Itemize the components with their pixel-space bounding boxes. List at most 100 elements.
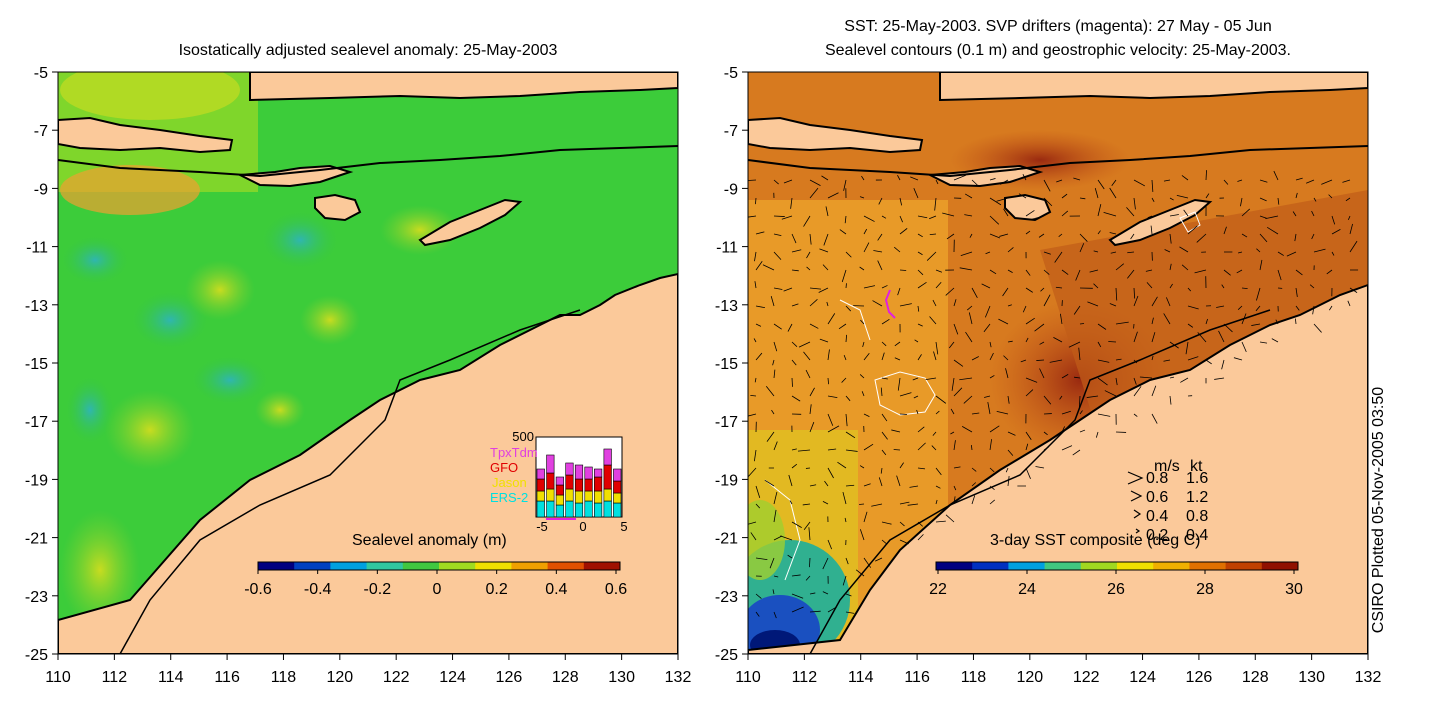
velocity-arrow bbox=[762, 264, 775, 271]
velocity-arrow bbox=[878, 477, 883, 487]
sst-colorbar-label: 3-day SST composite (deg C) bbox=[990, 532, 1201, 549]
velocity-arrow bbox=[881, 449, 887, 456]
velocity-arrow bbox=[953, 496, 956, 505]
velocity-arrow bbox=[1115, 263, 1125, 271]
velocity-arrow bbox=[1007, 304, 1012, 307]
velocity-arrow bbox=[791, 574, 801, 577]
velocity-arrow bbox=[839, 229, 847, 235]
velocity-arrow bbox=[791, 593, 804, 599]
colorbar-segment bbox=[439, 562, 476, 570]
velocity-arrow bbox=[1241, 233, 1248, 238]
sealevel-colorbar: -0.6 -0.4 -0.2 0 0.2 0.4 0.6 bbox=[244, 561, 627, 598]
velocity-arrow bbox=[1240, 197, 1243, 207]
velocity-arrow bbox=[827, 349, 830, 361]
velocity-arrow bbox=[1267, 226, 1279, 235]
velocity-arrow bbox=[827, 425, 840, 433]
velocity-arrow bbox=[1237, 251, 1243, 254]
velocity-arrow bbox=[996, 410, 1009, 415]
velocity-arrow bbox=[935, 485, 941, 489]
colorbar-segment bbox=[402, 562, 440, 570]
colorbar-segment bbox=[294, 562, 331, 570]
velocity-arrow bbox=[881, 539, 888, 545]
velocity-arrow bbox=[1241, 208, 1251, 217]
velocity-arrow bbox=[827, 377, 829, 385]
velocity-arrow bbox=[1312, 305, 1315, 315]
velocity-arrow bbox=[907, 503, 919, 506]
velocity-arrow bbox=[971, 179, 979, 186]
velocity-arrow bbox=[881, 285, 888, 289]
velocity-arrow bbox=[1169, 197, 1174, 201]
velocity-arrow bbox=[809, 287, 822, 290]
velocity-arrow bbox=[859, 529, 865, 541]
velocity-arrow bbox=[917, 426, 925, 433]
velocity-arrow bbox=[863, 242, 870, 253]
velocity-arrow bbox=[1259, 259, 1263, 271]
velocity-arrow bbox=[1311, 210, 1315, 217]
speed-legend-header-ms: m/s bbox=[1154, 458, 1180, 475]
velocity-arrow bbox=[841, 269, 847, 283]
velocity-arrow bbox=[755, 305, 765, 309]
colorbar-segment bbox=[1080, 562, 1118, 570]
velocity-arrow bbox=[862, 341, 865, 348]
velocity-arrow bbox=[1072, 449, 1081, 456]
velocity-arrow bbox=[791, 395, 801, 402]
velocity-arrow bbox=[1007, 431, 1016, 436]
velocity-arrow bbox=[1073, 305, 1081, 315]
velocity-arrow bbox=[818, 287, 829, 293]
velocity-arrow bbox=[871, 503, 883, 507]
velocity-arrow bbox=[1049, 359, 1063, 363]
velocity-arrow bbox=[1187, 287, 1192, 292]
velocity-arrow bbox=[809, 610, 821, 613]
histogram-bar-gfo bbox=[613, 480, 622, 494]
colorbar-segment bbox=[1117, 562, 1154, 570]
velocity-arrow bbox=[773, 179, 779, 185]
velocity-arrow bbox=[1329, 305, 1333, 311]
velocity-arrow bbox=[959, 267, 973, 271]
velocity-arrow bbox=[791, 359, 797, 366]
lon-tick-label: 124 bbox=[1129, 669, 1156, 686]
velocity-arrow bbox=[935, 282, 942, 289]
velocity-arrow bbox=[826, 301, 829, 307]
velocity-arrow bbox=[773, 509, 777, 523]
velocity-arrow bbox=[1059, 395, 1063, 400]
velocity-arrow bbox=[1097, 377, 1108, 386]
velocity-arrow bbox=[881, 341, 887, 347]
velocity-arrow bbox=[1176, 194, 1189, 199]
velocity-arrow bbox=[1109, 187, 1117, 199]
velocity-arrow bbox=[971, 287, 978, 298]
velocity-arrow bbox=[1277, 269, 1282, 281]
velocity-arrow bbox=[1205, 170, 1207, 181]
speed-legend-ms-value: 0.4 bbox=[1146, 508, 1169, 525]
velocity-arrow bbox=[803, 215, 811, 227]
velocity-arrow bbox=[989, 215, 1000, 225]
velocity-arrow bbox=[805, 369, 811, 379]
colorbar-tick-label: -0.4 bbox=[304, 581, 332, 598]
lon-tick-label: 116 bbox=[214, 669, 240, 686]
velocity-arrow bbox=[845, 593, 852, 597]
velocity-arrow bbox=[872, 300, 883, 307]
velocity-arrow bbox=[897, 175, 901, 181]
velocity-arrow bbox=[809, 404, 812, 415]
velocity-arrow bbox=[960, 251, 973, 257]
velocity-arrow bbox=[748, 467, 757, 477]
velocity-arrow bbox=[1349, 287, 1358, 293]
velocity-arrow bbox=[894, 246, 901, 253]
lat-tick-label: -23 bbox=[715, 589, 738, 606]
velocity-arrow bbox=[953, 440, 956, 451]
velocity-arrow bbox=[971, 356, 979, 361]
velocity-arrow bbox=[1286, 251, 1297, 257]
velocity-arrow bbox=[788, 474, 793, 487]
velocity-arrow bbox=[806, 266, 811, 271]
velocity-arrow bbox=[863, 353, 870, 361]
geostrophic-velocity-vectors bbox=[748, 170, 1359, 619]
velocity-arrow bbox=[1097, 341, 1102, 348]
velocity-arrow bbox=[1103, 212, 1117, 217]
velocity-arrow bbox=[773, 535, 783, 541]
velocity-arrow bbox=[1040, 287, 1045, 292]
velocity-arrow bbox=[987, 401, 991, 415]
velocity-arrow bbox=[1163, 313, 1171, 325]
velocity-arrow bbox=[841, 377, 847, 383]
velocity-arrow bbox=[808, 527, 811, 541]
velocity-arrow bbox=[755, 231, 765, 235]
colorbar-segment bbox=[1225, 562, 1263, 570]
